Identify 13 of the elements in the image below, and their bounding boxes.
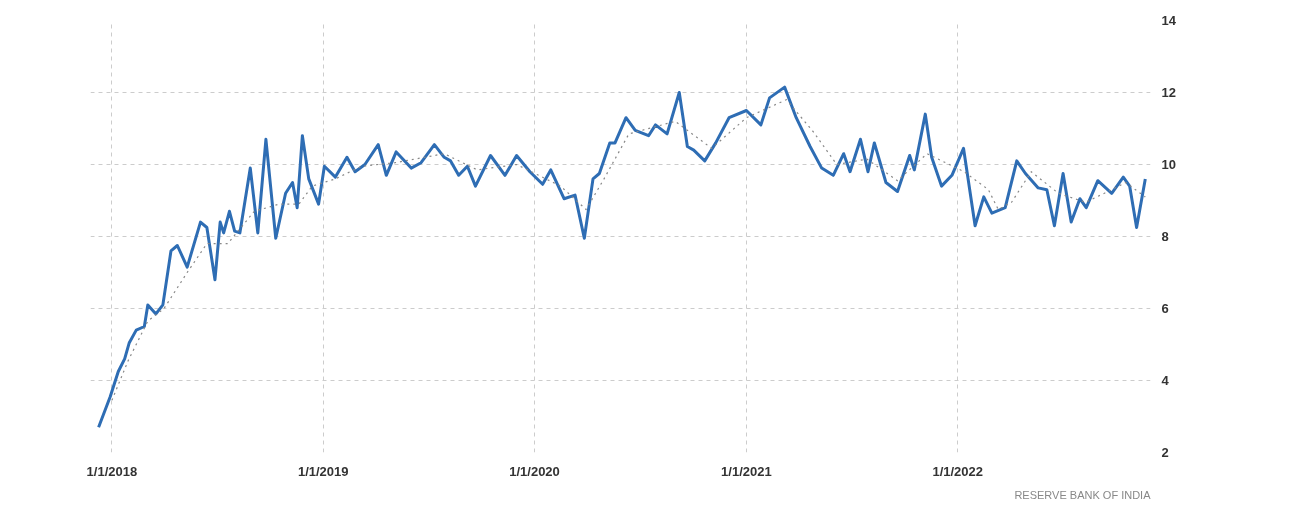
x-tick-label: 1/1/2022 (932, 463, 984, 479)
y-tick-label: 8 (1161, 229, 1169, 244)
y-tick-label: 10 (1161, 157, 1176, 172)
y-tick-label: 12 (1161, 85, 1176, 100)
x-tick-label: 1/1/2018 (86, 463, 138, 479)
x-tick-label: 1/1/2019 (297, 463, 349, 479)
y-tick-label: 2 (1161, 445, 1169, 460)
text: RESERVE BANK OF INDIA (1014, 488, 1152, 501)
y-tick-label: 4 (1161, 373, 1170, 388)
y-tick-label: 6 (1161, 301, 1169, 316)
x-tick-label: 1/1/2020 (509, 463, 560, 479)
x-tick-label: 1/1/2021 (721, 463, 772, 479)
y-tick-label: 14 (1161, 13, 1177, 28)
